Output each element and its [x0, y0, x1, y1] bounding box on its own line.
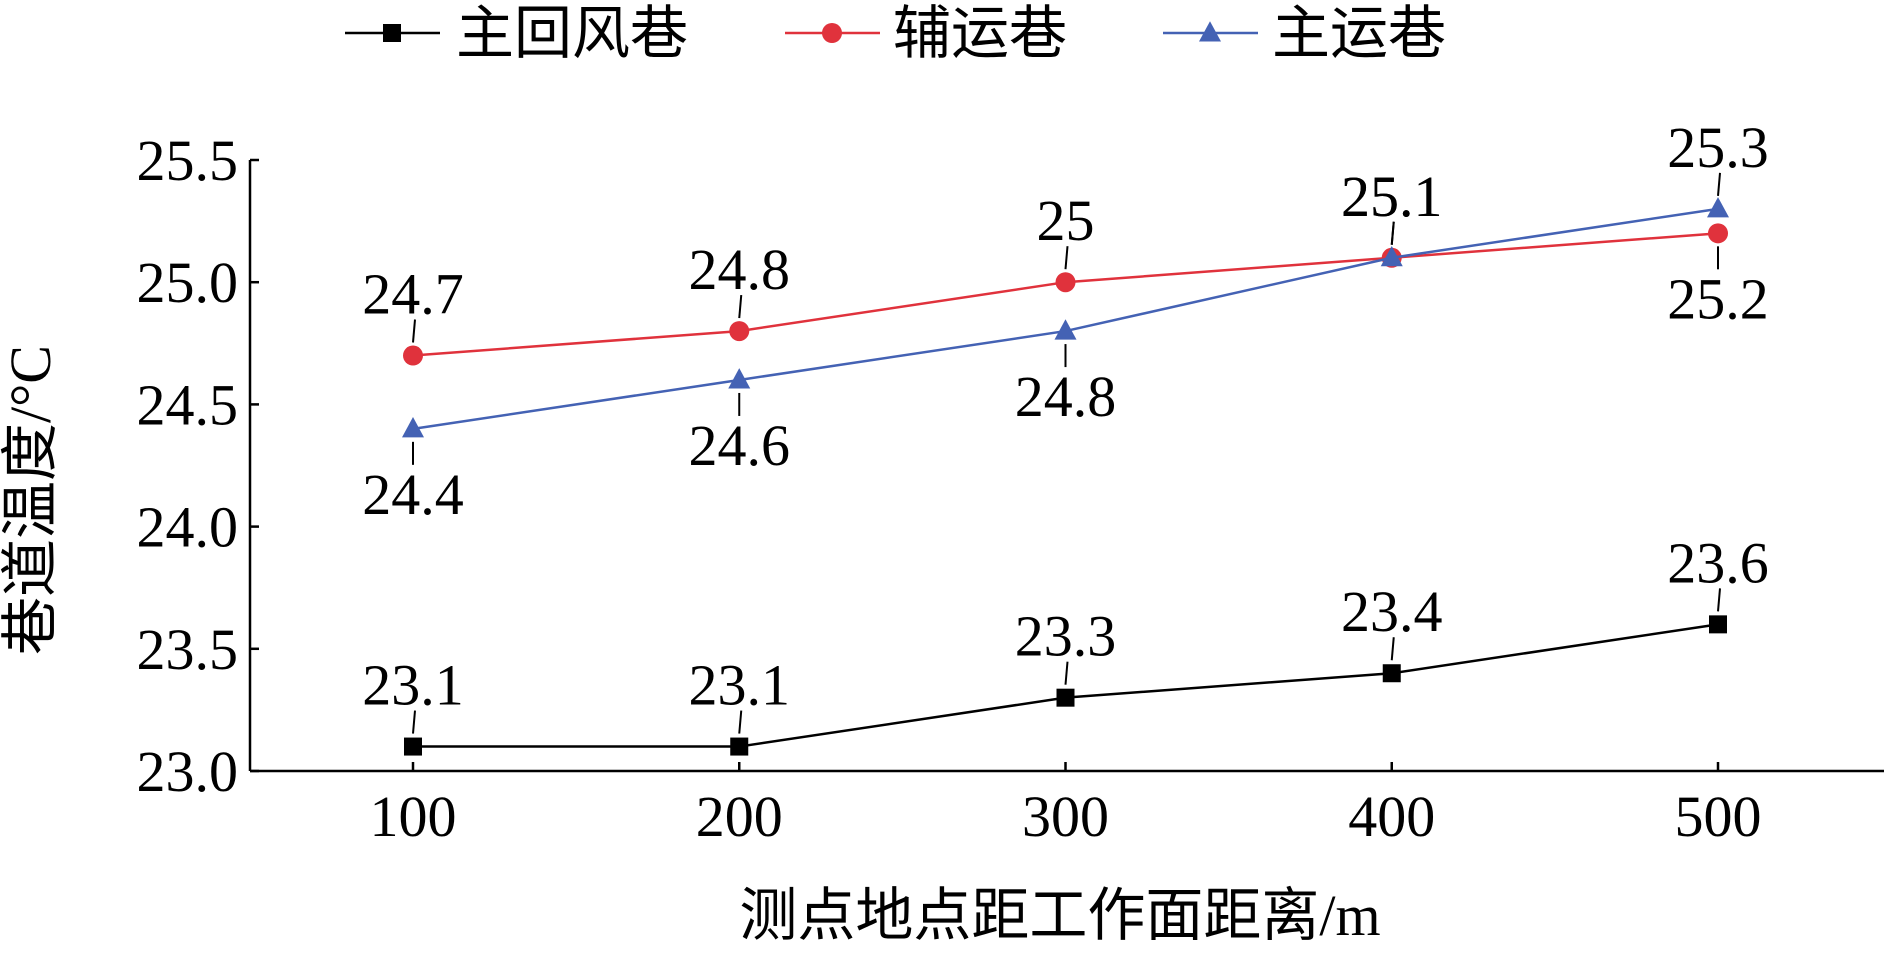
x-tick-label: 200 [696, 784, 783, 849]
data-label-leader [412, 710, 416, 734]
legend: 主回风巷 辅运巷 主运巷 [345, 1, 1446, 66]
legend-marker-3 [1199, 21, 1221, 42]
series-layer [402, 197, 1729, 756]
data-labels: 23.1 23.1 23.3 23.4 23.6 24.7 24.8 25 25.1 25.2 24… [362, 115, 1769, 734]
data-label: 23.3 [1015, 604, 1117, 669]
data-label: 23.4 [1341, 579, 1443, 644]
data-point-1-1 [404, 737, 422, 756]
legend-label-3: 主运巷 [1272, 1, 1446, 66]
data-point-2-2 [729, 321, 750, 342]
legend-label-1: 主回风巷 [456, 1, 688, 66]
data-label: 25.1 [1341, 164, 1443, 229]
data-point-1-5 [1709, 615, 1727, 634]
axes: 23.0 23.5 24.0 24.5 25.0 25.5 100 200 300 400 500 [137, 128, 1884, 849]
y-tick-label: 24.0 [137, 495, 239, 560]
data-point-1-2 [730, 737, 749, 756]
y-tick-label: 23.0 [137, 739, 239, 804]
data-label: 25 [1037, 188, 1095, 253]
x-tick-label: 500 [1675, 784, 1762, 849]
x-tick-label: 100 [370, 784, 457, 849]
data-point-1-4 [1382, 664, 1401, 683]
data-point-3-3 [1054, 319, 1077, 340]
data-label: 24.8 [1015, 364, 1117, 429]
y-tick-label: 25.5 [137, 128, 239, 193]
data-label-leader [1064, 661, 1069, 685]
data-label-leader [1064, 246, 1069, 270]
data-label: 23.6 [1667, 530, 1769, 595]
x-tick-label: 400 [1348, 784, 1435, 849]
data-label-leader [1717, 172, 1721, 196]
legend-marker-2 [822, 23, 842, 43]
data-point-2-1 [403, 345, 423, 366]
data-label-leader [738, 294, 743, 319]
x-axis-title: 测点地点距工作面距离/m [739, 883, 1380, 948]
data-label-leader [1717, 588, 1721, 612]
data-label-leader [738, 710, 743, 734]
y-tick-label: 23.5 [137, 617, 239, 682]
data-point-2-5 [1708, 223, 1728, 244]
data-label: 24.6 [689, 413, 791, 478]
data-label: 25.3 [1667, 115, 1769, 180]
data-label: 24.7 [362, 262, 464, 327]
data-label: 24.4 [362, 462, 464, 527]
data-label: 23.1 [689, 653, 791, 718]
data-label: 25.2 [1667, 266, 1769, 331]
data-point-3-4 [1380, 245, 1403, 267]
y-tick-label: 25.0 [137, 250, 239, 315]
data-label: 25.1 [1341, 164, 1443, 229]
data-point-3-2 [728, 368, 751, 389]
data-point-1-3 [1056, 688, 1075, 707]
data-label: 24.8 [689, 237, 791, 302]
data-label-leader [1390, 637, 1395, 661]
data-point-2-3 [1055, 272, 1076, 293]
data-label-leader [1390, 221, 1395, 245]
data-label: 23.1 [362, 653, 464, 718]
data-label-leader [412, 319, 416, 343]
x-tick-label: 300 [1022, 784, 1109, 849]
data-point-3-1 [402, 417, 424, 438]
y-tick-label: 24.5 [137, 372, 239, 437]
legend-marker-1 [383, 24, 401, 42]
data-point-3-5 [1707, 197, 1729, 218]
y-axis-title: 巷道温度/°C [0, 345, 63, 655]
legend-label-2: 辅运巷 [893, 1, 1067, 66]
